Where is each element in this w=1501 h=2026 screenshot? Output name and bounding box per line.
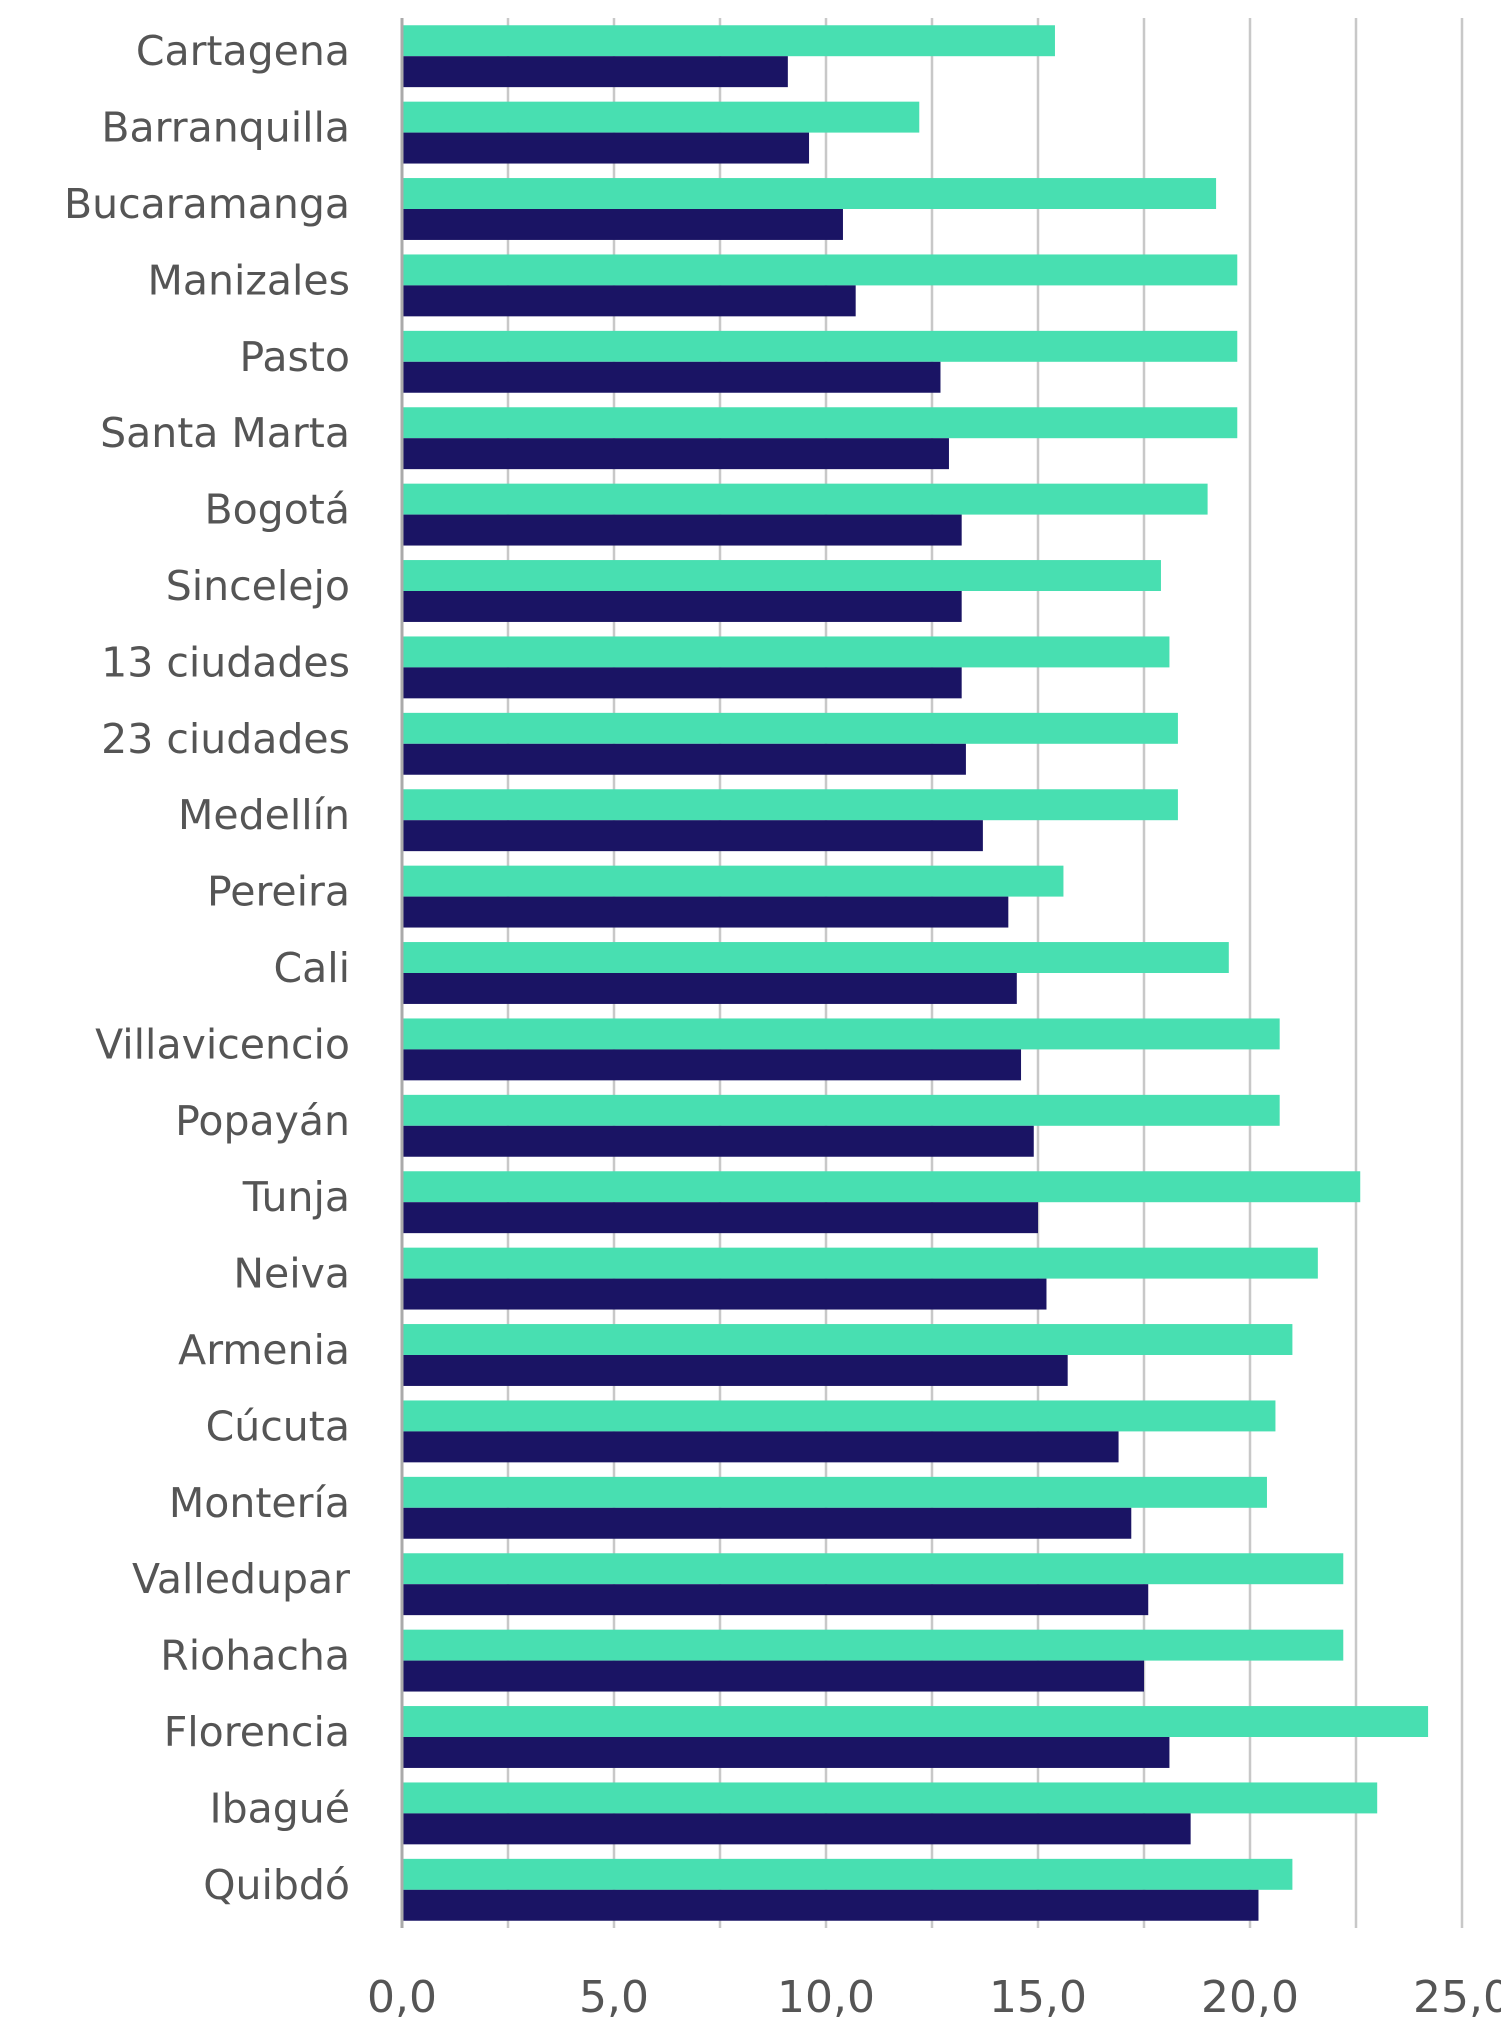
bar bbox=[402, 1247, 1318, 1279]
bar bbox=[402, 132, 810, 164]
bar bbox=[402, 1858, 1293, 1890]
y-tick-label: Armenia bbox=[178, 1326, 350, 1374]
y-tick-label: Pereira bbox=[207, 868, 350, 916]
bar bbox=[402, 591, 962, 622]
y-tick-label: Popayán bbox=[175, 1097, 350, 1145]
bar bbox=[402, 56, 788, 88]
bar bbox=[402, 483, 1208, 515]
y-tick-label: 13 ciudades bbox=[101, 638, 350, 686]
bar bbox=[402, 789, 1178, 821]
bar bbox=[402, 1813, 1191, 1845]
bar bbox=[402, 514, 962, 546]
bar bbox=[402, 209, 843, 240]
bar bbox=[402, 1782, 1378, 1814]
y-tick-label: Valledupar bbox=[132, 1555, 350, 1603]
bar bbox=[402, 1737, 1170, 1768]
bar bbox=[402, 1278, 1047, 1310]
bar bbox=[402, 1202, 1038, 1234]
bar bbox=[402, 1018, 1280, 1050]
y-tick-label: Bucaramanga bbox=[64, 180, 350, 228]
bar bbox=[402, 1171, 1361, 1203]
bar bbox=[402, 1355, 1068, 1386]
y-tick-label: Cúcuta bbox=[206, 1402, 350, 1450]
y-tick-label: Tunja bbox=[242, 1173, 350, 1221]
y-tick-label: Florencia bbox=[164, 1708, 350, 1756]
y-tick-label: Montería bbox=[169, 1479, 350, 1527]
x-tick-label: 20,0 bbox=[1201, 1972, 1299, 2023]
bar bbox=[402, 407, 1238, 439]
bar bbox=[402, 667, 962, 699]
y-tick-label: Manizales bbox=[148, 256, 351, 304]
bar bbox=[402, 1049, 1022, 1081]
bar bbox=[402, 1125, 1034, 1157]
bar bbox=[402, 865, 1064, 897]
bar bbox=[402, 560, 1161, 591]
y-tick-label: Riohacha bbox=[160, 1632, 350, 1680]
y-tick-label: Santa Marta bbox=[100, 409, 350, 457]
bar bbox=[402, 1431, 1119, 1463]
bar bbox=[402, 820, 983, 852]
bar bbox=[402, 254, 1238, 286]
x-tick-label: 15,0 bbox=[989, 1972, 1087, 2023]
y-tick-label: Quibdó bbox=[203, 1861, 350, 1909]
y-tick-label: Neiva bbox=[233, 1250, 350, 1298]
bar bbox=[402, 1660, 1144, 1692]
bar bbox=[402, 896, 1009, 928]
bar bbox=[402, 1889, 1259, 1921]
bar bbox=[402, 973, 1017, 1004]
bar bbox=[402, 1324, 1293, 1355]
bar bbox=[402, 178, 1217, 209]
bar bbox=[402, 285, 856, 317]
bar bbox=[402, 1507, 1132, 1539]
y-tick-label: Medellín bbox=[178, 791, 350, 839]
x-tick-label: 0,0 bbox=[367, 1972, 437, 2023]
y-tick-label: Pasto bbox=[239, 333, 350, 381]
bar bbox=[402, 101, 920, 133]
y-tick-label: Cali bbox=[273, 944, 350, 992]
bar bbox=[402, 712, 1178, 744]
bar bbox=[402, 361, 941, 393]
bar bbox=[402, 330, 1238, 362]
bar bbox=[402, 1553, 1344, 1585]
x-tick-label: 5,0 bbox=[579, 1972, 649, 2023]
y-tick-label: Bogotá bbox=[204, 486, 350, 534]
bar bbox=[402, 1706, 1429, 1737]
bar bbox=[402, 942, 1229, 973]
bar bbox=[402, 1476, 1267, 1508]
bar bbox=[402, 1400, 1276, 1432]
x-tick-label: 25,0 bbox=[1413, 1972, 1501, 2023]
bar bbox=[402, 25, 1055, 57]
bar bbox=[402, 1094, 1280, 1126]
y-tick-label: Villavicencio bbox=[95, 1020, 350, 1068]
bar bbox=[402, 1629, 1344, 1661]
bar bbox=[402, 636, 1170, 668]
x-tick-label: 10,0 bbox=[777, 1972, 875, 2023]
bar bbox=[402, 438, 949, 470]
y-tick-label: Barranquilla bbox=[101, 104, 350, 152]
y-tick-label: Sincelejo bbox=[166, 562, 350, 610]
bar bbox=[402, 1584, 1149, 1616]
y-tick-label: Ibagué bbox=[210, 1784, 350, 1832]
y-tick-label: Cartagena bbox=[136, 27, 350, 75]
bar bbox=[402, 743, 966, 775]
y-tick-label: 23 ciudades bbox=[101, 715, 350, 763]
